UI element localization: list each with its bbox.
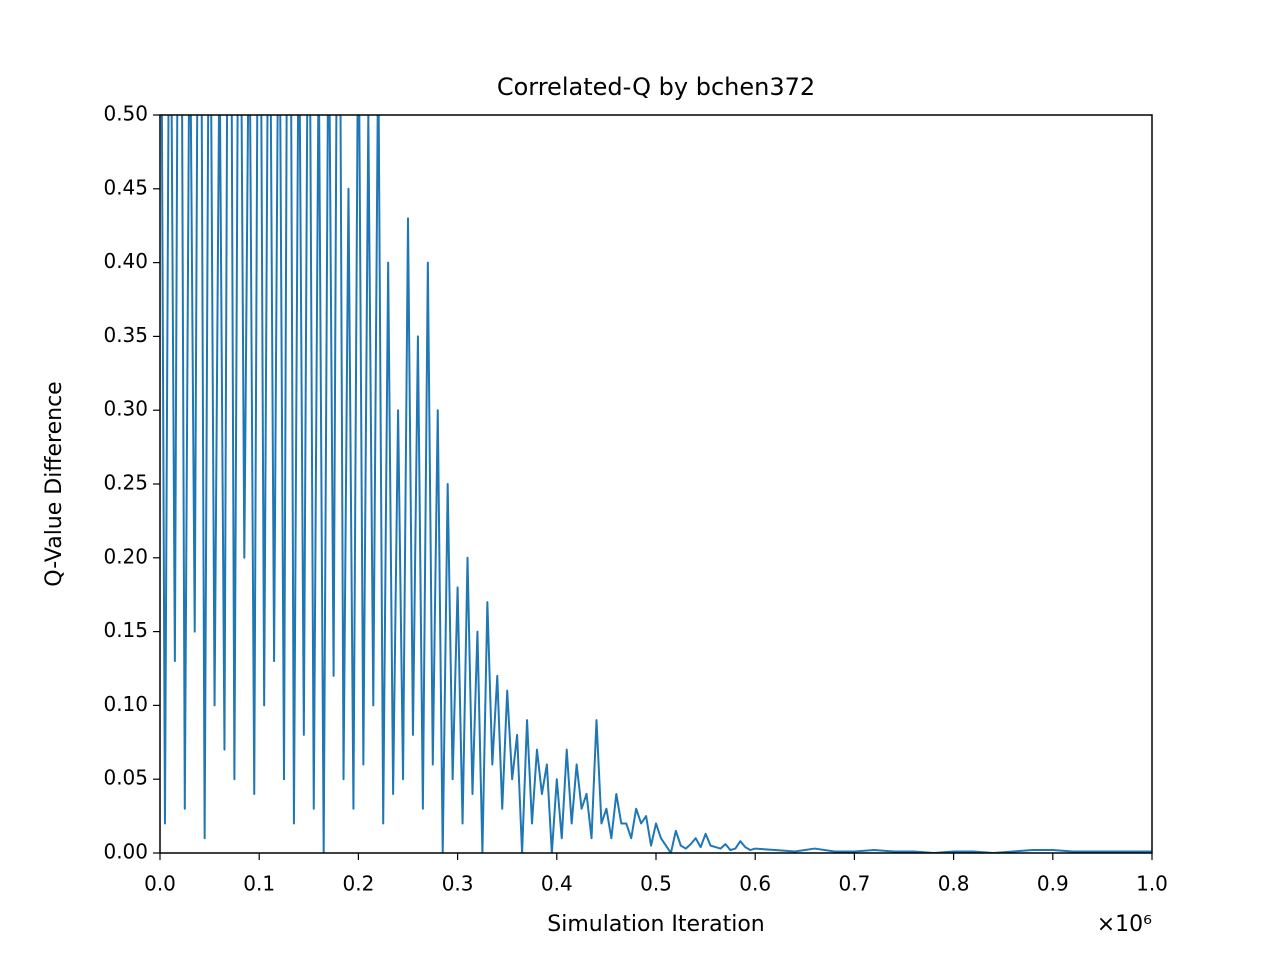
y-tick-label: 0.50 — [103, 102, 148, 126]
y-tick-label: 0.15 — [103, 618, 148, 642]
x-offset-label: ×10⁶ — [1097, 912, 1152, 937]
x-tick-label: 0.1 — [243, 872, 275, 896]
y-tick-label: 0.35 — [103, 323, 148, 347]
y-tick-label: 0.40 — [103, 249, 148, 273]
chart-title: Correlated-Q by bchen372 — [497, 73, 815, 101]
x-tick-label: 0.9 — [1037, 872, 1069, 896]
y-tick-label: 0.45 — [103, 175, 148, 199]
y-tick-label: 0.30 — [103, 397, 148, 421]
x-tick-label: 0.5 — [640, 872, 672, 896]
x-tick-label: 0.0 — [144, 872, 176, 896]
x-tick-label: 0.4 — [541, 872, 573, 896]
x-tick-label: 0.2 — [342, 872, 374, 896]
y-axis-label: Q-Value Difference — [42, 381, 67, 586]
x-tick-label: 0.7 — [838, 872, 870, 896]
y-tick-label: 0.25 — [103, 471, 148, 495]
x-axis-label: Simulation Iteration — [547, 912, 765, 937]
y-tick-label: 0.20 — [103, 544, 148, 568]
y-tick-label: 0.05 — [103, 766, 148, 790]
x-tick-label: 0.6 — [739, 872, 771, 896]
y-tick-label: 0.10 — [103, 692, 148, 716]
plot-frame — [159, 114, 1153, 854]
x-tick-label: 0.8 — [938, 872, 970, 896]
y-tick-label: 0.00 — [103, 840, 148, 864]
x-tick-label: 0.3 — [442, 872, 474, 896]
data-line — [160, 115, 1152, 853]
x-tick-label: 1.0 — [1136, 872, 1168, 896]
